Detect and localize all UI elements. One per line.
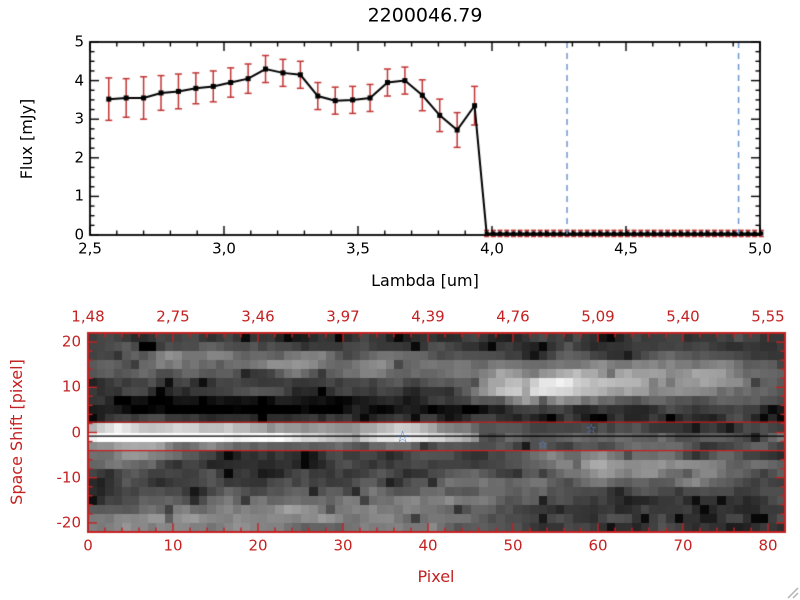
space-shift-axis-label: Space Shift [pixel]	[7, 359, 26, 505]
plot-title: 2200046.79	[367, 4, 483, 27]
lambda-axis-label: Lambda [um]	[371, 271, 479, 290]
flux-axis-label: Flux [mJy]	[17, 98, 36, 180]
pixel-axis-label: Pixel	[417, 567, 455, 586]
resize-grip-icon[interactable]	[785, 585, 799, 599]
